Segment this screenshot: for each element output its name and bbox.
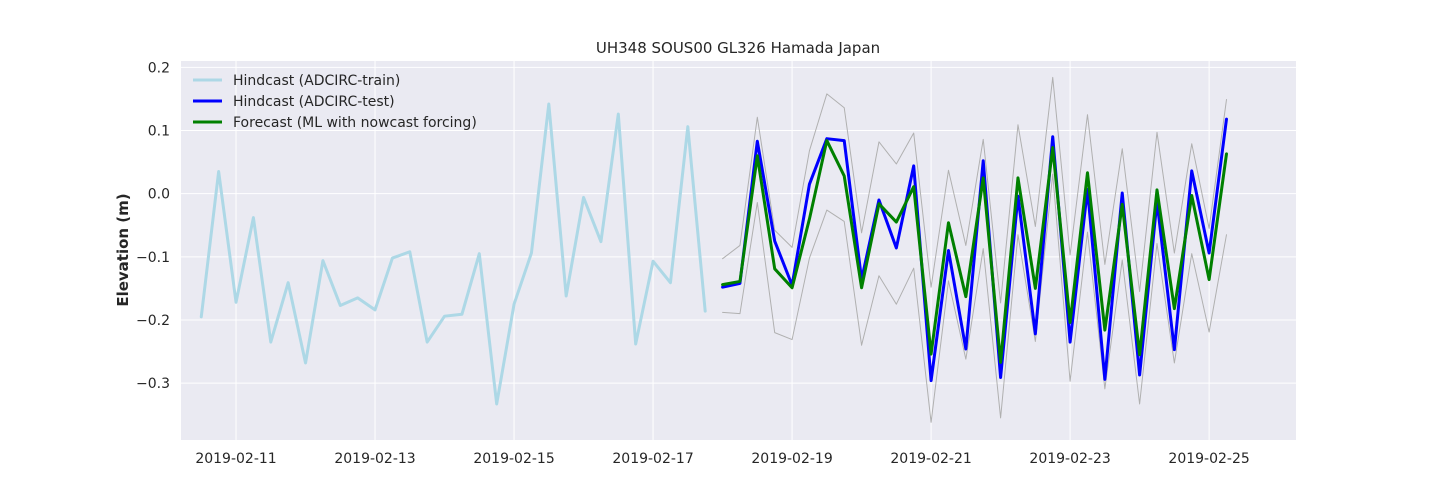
x-tick-label: 2019-02-19 [751,451,832,467]
y-tick-label: 0.2 [148,60,170,76]
chart-title: UH348 SOUS00 GL326 Hamada Japan [596,39,880,57]
legend: Hindcast (ADCIRC-train) Hindcast (ADCIRC-… [193,73,477,131]
x-tick-label: 2019-02-21 [890,451,971,467]
x-tick-label: 2019-02-25 [1168,451,1249,467]
y-tick-label: −0.2 [136,313,170,329]
legend-label: Hindcast (ADCIRC-test) [233,94,395,110]
legend-label: Forecast (ML with nowcast forcing) [233,115,477,131]
x-tick-label: 2019-02-11 [195,451,276,467]
x-tick-label: 2019-02-17 [612,451,693,467]
series-line-upper-bound [722,76,1227,304]
ticks: 0.2 0.1 0.0 −0.1 −0.2 −0.3 2019-02-11 2019-02-1… [136,60,1250,467]
series-line-forecast-ml-with-nowcast-forcing [721,139,1228,364]
x-tick-label: 2019-02-15 [473,451,554,467]
y-axis-label: Elevation (m) [114,193,132,306]
series-line-hindcast-adcirc-test [721,117,1228,383]
series-line-lower-bound [722,173,1227,423]
y-tick-label: −0.3 [136,376,170,392]
grid [181,61,1296,440]
legend-label: Hindcast (ADCIRC-train) [233,73,400,89]
plot-background [181,61,1296,440]
y-tick-label: 0.0 [148,187,170,203]
series-layer [199,76,1228,423]
y-tick-label: 0.1 [148,123,170,139]
x-tick-label: 2019-02-23 [1029,451,1110,467]
series-line-hindcast-adcirc-train [199,102,707,406]
x-tick-label: 2019-02-13 [334,451,415,467]
y-tick-label: −0.1 [136,250,170,266]
